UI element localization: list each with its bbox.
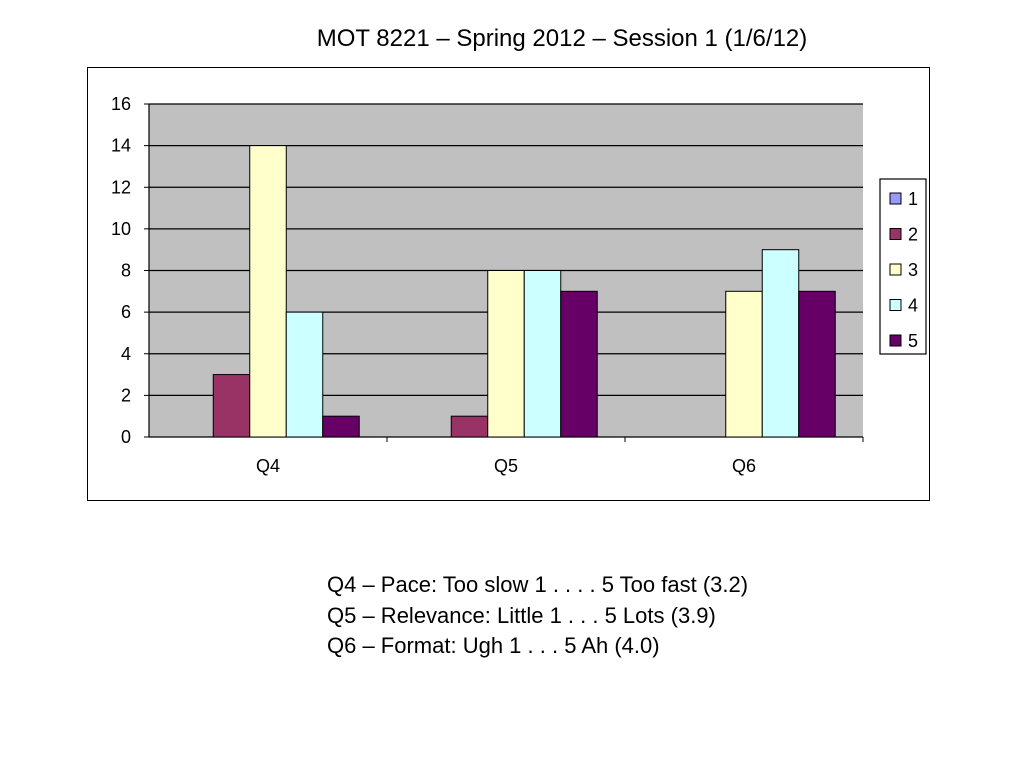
y-tick-label: 14 xyxy=(111,136,131,156)
y-tick-label: 10 xyxy=(111,219,131,239)
chart-frame: 0 2 4 6 8 10 12 14 16 Q4 Q5 Q6 1 2 3 4 5 xyxy=(87,67,930,501)
legend-label-4: 4 xyxy=(908,296,918,316)
bar-q5-series-4 xyxy=(523,270,562,438)
legend-swatch-4 xyxy=(889,299,902,311)
note-q6: Q6 – Format: Ugh 1 . . . 5 Ah (4.0) xyxy=(327,633,660,658)
slide-title: MOT 8221 – Spring 2012 – Session 1 (1/6/… xyxy=(316,25,808,52)
bar-q5-series-2 xyxy=(450,415,489,438)
legend-label-5: 5 xyxy=(908,331,918,351)
y-tick-label: 6 xyxy=(121,302,131,322)
y-tick-label: 8 xyxy=(121,261,131,281)
legend-swatch-1 xyxy=(889,192,902,205)
y-tick-label: 2 xyxy=(121,385,131,405)
legend xyxy=(879,178,927,355)
x-tick-label: Q5 xyxy=(494,456,518,476)
bar-q6-series-4 xyxy=(761,249,800,438)
bar-q4-series-5 xyxy=(322,415,360,438)
bar-q4-series-2 xyxy=(212,374,251,438)
y-tick-label: 0 xyxy=(121,427,131,447)
note-q4: Q4 – Pace: Too slow 1 . . . . 5 Too fast… xyxy=(327,572,749,597)
legend-swatch-2 xyxy=(889,228,902,240)
x-tick-label: Q6 xyxy=(732,456,756,476)
bar-q6-series-3 xyxy=(725,290,763,438)
bar-q6-series-5 xyxy=(798,290,836,438)
legend-label-1: 1 xyxy=(908,189,918,209)
bar-q4-series-4 xyxy=(285,311,324,438)
y-tick-label: 12 xyxy=(111,177,131,197)
y-tick-label: 4 xyxy=(121,344,131,364)
legend-swatch-3 xyxy=(889,263,902,276)
note-q5: Q5 – Relevance: Little 1 . . . 5 Lots (3… xyxy=(327,602,716,628)
legend-label-3: 3 xyxy=(908,260,918,280)
bar-q5-series-3 xyxy=(487,270,525,438)
question-notes: Q4 – Pace: Too slow 1 . . . . 5 Too fast… xyxy=(327,570,748,662)
legend-swatch-5 xyxy=(889,334,902,347)
y-tick-label: 16 xyxy=(111,94,131,114)
legend-label-2: 2 xyxy=(908,225,918,245)
x-tick-label: Q4 xyxy=(256,456,280,476)
bar-q4-series-3 xyxy=(249,145,287,438)
bar-q5-series-5 xyxy=(560,290,598,438)
